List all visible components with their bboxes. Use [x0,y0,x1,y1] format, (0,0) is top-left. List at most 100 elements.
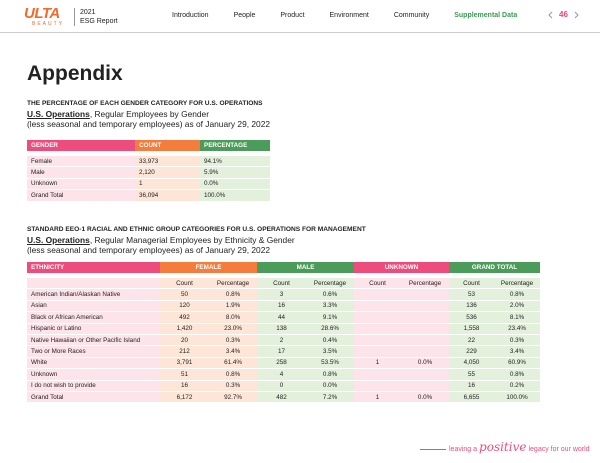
blank-cell [401,333,450,346]
table-cell: 28.6% [306,322,355,334]
table-cell: 3.4% [209,345,258,357]
table-cell: Two or More Races [27,345,160,357]
nav-item[interactable]: People [233,12,256,19]
tagline-script: positive [479,440,527,454]
next-arrow[interactable] [574,11,579,19]
table-cell: 0.8% [209,288,258,300]
table-row: Black or African American 492 8.0% 44 9.1% 53… [27,311,541,323]
table-row: Male 2,120 5.9% [27,166,270,178]
table-cell: Unknown [27,368,160,380]
subcolumn-header: Count [354,277,402,289]
table-cell: American Indian/Alaskan Native [27,288,160,300]
table-row: American Indian/Alaskan Native 50 0.8% 3 0.6… [27,288,541,300]
blank-cell [354,299,402,312]
table-row: Hispanic or Latino 1,420 23.0% 138 28.6% 1,55… [27,322,541,334]
table-cell: 100.0% [494,390,541,403]
table-cell: Unknown [27,177,135,190]
table-cell: 0.0% [200,177,270,190]
separator [74,8,75,26]
subtitle-note: (less seasonal and temporary employees) … [27,119,271,129]
table-cell: 2.0% [494,299,541,312]
table-cell: 258 [257,356,307,369]
subcolumn-header: Count [160,277,209,289]
table-cell: 0.8% [494,368,541,380]
table-row: Unknown 1 0.0% [27,177,270,190]
table-cell: 100.0% [200,189,270,201]
table-cell: 0.8% [494,288,541,300]
table-cell: 23.0% [209,322,258,334]
subcolumn-header: Count [449,277,495,289]
header-rule [0,32,600,33]
blank-cell [401,311,450,323]
table-cell: 492 [160,311,209,323]
nav-item[interactable]: Community [393,12,430,19]
table-cell: 9.1% [306,311,355,323]
gender-table: GENDER COUNT PERCENTAGE Female 33,973 94.1% Ma… [27,140,270,201]
table-cell: 6,172 [160,390,209,403]
table-cell: 0.3% [209,333,258,346]
subtitle-link[interactable]: U.S. Operations [27,235,90,245]
table-cell: 0.3% [209,379,258,391]
table-cell: 1,558 [449,322,495,334]
table-cell: 212 [160,345,209,357]
table-cell: 0.0% [401,356,450,369]
subcolumn-header: Count [257,277,307,289]
nav-item[interactable]: Supplemental Data [454,12,518,19]
table-row: Two or More Races 212 3.4% 17 3.5% 229 3.4% [27,345,541,357]
table-cell: 55 [449,368,495,380]
table-cell: 4 [257,368,307,380]
table-row: Native Hawaiian or Other Pacific Island 2… [27,333,541,346]
nav-item[interactable]: Product [280,12,305,19]
table-row: Unknown 51 0.8% 4 0.8% 55 0.8% [27,368,541,380]
table-cell: 60.9% [494,356,541,369]
table-cell: 482 [257,390,307,403]
table-cell: 3,791 [160,356,209,369]
table-row: White 3,791 61.4% 258 53.5% 1 0.0% 4,050 60.9% [27,356,541,369]
blank-cell [354,333,402,346]
logo[interactable]: ULTA BEAUTY [24,6,70,28]
report-label: 2021 ESG Report [80,8,118,26]
table-row: I do not wish to provide 16 0.3% 0 0.0% 16 0.2… [27,379,541,391]
group-header: FEMALE [160,262,258,273]
group-header: MALE [257,262,355,273]
prev-arrow[interactable] [548,11,553,19]
group-header: ETHNICITY [27,262,160,273]
header-row: GENDER COUNT PERCENTAGE [27,140,270,151]
subtitle-link[interactable]: U.S. Operations [27,109,90,119]
table-cell: 1 [354,390,402,403]
table-cell: 1 [354,356,402,369]
logo-text: ULTA [24,5,60,22]
table-cell: 92.7% [209,390,258,403]
table-cell: I do not wish to provide [27,379,160,391]
table-cell: 3.3% [306,299,355,312]
section-subtitle: U.S. Operations, Regular Managerial Empl… [27,235,295,255]
table-cell: 53 [449,288,495,300]
nav-item[interactable]: Environment [329,12,369,19]
table-cell: 0.2% [494,379,541,391]
table-cell: 0.0% [306,379,355,391]
table-cell: 3 [257,288,307,300]
table-cell: Male [27,166,135,178]
blank-cell [27,277,160,289]
table-cell: 44 [257,311,307,323]
table-cell: 3.4% [494,345,541,357]
table-cell: 33,973 [135,155,200,167]
table-cell: 1 [135,177,200,190]
blank-cell [354,288,402,300]
nav-item[interactable]: Introduction [172,12,209,19]
table-cell: 0.3% [494,333,541,346]
table-cell: 0.8% [209,368,258,380]
table-cell: 2,120 [135,166,200,178]
blank-cell [354,322,402,334]
subcolumn-header: Percentage [494,277,541,289]
group-header: GRAND TOTAL [449,262,541,273]
blank-cell [401,299,450,312]
table-cell: 8.1% [494,311,541,323]
blank-cell [354,345,402,357]
table-cell: 4,050 [449,356,495,369]
table-cell: 0 [257,379,307,391]
blank-cell [354,379,402,391]
table-cell: 16 [257,299,307,312]
table-cell: Female [27,155,135,167]
